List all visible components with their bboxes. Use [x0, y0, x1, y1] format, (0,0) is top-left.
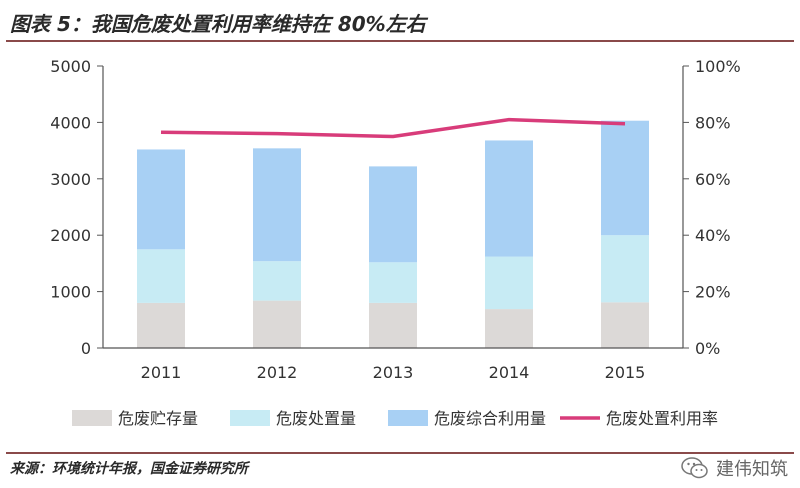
- x-tick-label: 2012: [257, 363, 298, 382]
- legend: 危废贮存量 危废处置量 危废综合利用量 危废处置利用率: [72, 409, 718, 428]
- legend-swatch-storage: [72, 410, 112, 426]
- x-tick-label: 2015: [605, 363, 646, 382]
- bar-disposal: [485, 256, 533, 310]
- bar-storage: [253, 300, 301, 348]
- watermark-text: 建伟知筑: [716, 459, 788, 480]
- footer-divider: [6, 452, 794, 454]
- header: 图表 5：我国危废处置利用率维持在 80%左右: [0, 0, 800, 46]
- bar-utilization: [485, 140, 533, 257]
- left-tick-label: 1000: [50, 283, 91, 302]
- left-tick-label: 4000: [50, 113, 91, 132]
- right-tick-label: 60%: [695, 170, 731, 189]
- chart: 0 1000 2000 3000 4000 5000 0% 20% 40% 60% 80% 100%…: [50, 57, 741, 428]
- bar-utilization: [253, 148, 301, 262]
- right-tick-label: 0%: [695, 339, 720, 358]
- rate-line: [160, 117, 626, 139]
- title-divider: [6, 40, 794, 42]
- right-axis: 0% 20% 40% 60% 80% 100%: [682, 57, 741, 358]
- chart-title: 图表 5：我国危废处置利用率维持在 80%左右: [10, 12, 426, 36]
- legend-swatch-disposal: [230, 410, 270, 426]
- bar-disposal: [601, 235, 649, 303]
- bar-storage: [601, 302, 649, 348]
- left-tick-label: 5000: [50, 57, 91, 76]
- right-tick-label: 40%: [695, 226, 731, 245]
- left-tick-label: 3000: [50, 170, 91, 189]
- bar-utilization: [369, 166, 417, 263]
- watermark: 建伟知筑: [680, 454, 788, 482]
- legend-label: 危废处置利用率: [606, 409, 718, 428]
- right-tick-label: 100%: [695, 57, 741, 76]
- bar-disposal: [369, 262, 417, 303]
- rate-line-path: [160, 117, 626, 139]
- left-tick-label: 0: [81, 339, 91, 358]
- left-axis: 0 1000 2000 3000 4000 5000: [50, 57, 104, 358]
- left-tick-label: 2000: [50, 226, 91, 245]
- legend-label: 危废贮存量: [118, 409, 198, 428]
- bar-utilization: [601, 120, 649, 236]
- right-tick-label: 80%: [695, 113, 731, 132]
- bar-storage: [137, 302, 185, 348]
- bar-utilization: [137, 149, 185, 250]
- x-tick-label: 2014: [489, 363, 530, 382]
- x-tick-label: 2013: [373, 363, 414, 382]
- bar-storage: [485, 309, 533, 348]
- bar-disposal: [253, 261, 301, 301]
- right-tick-label: 20%: [695, 283, 731, 302]
- wechat-icon: [681, 457, 708, 479]
- legend-label: 危废综合利用量: [434, 409, 546, 428]
- legend-swatch-utilization: [388, 410, 428, 426]
- bar-storage: [369, 302, 417, 348]
- bar-stacks: [137, 120, 649, 348]
- legend-label: 危废处置量: [276, 409, 356, 428]
- source-note: 来源：环境统计年报，国金证券研究所: [10, 461, 248, 477]
- x-tick-label: 2011: [141, 363, 182, 382]
- x-axis: 2011 2012 2013 2014 2015: [103, 347, 683, 382]
- bar-disposal: [137, 249, 185, 303]
